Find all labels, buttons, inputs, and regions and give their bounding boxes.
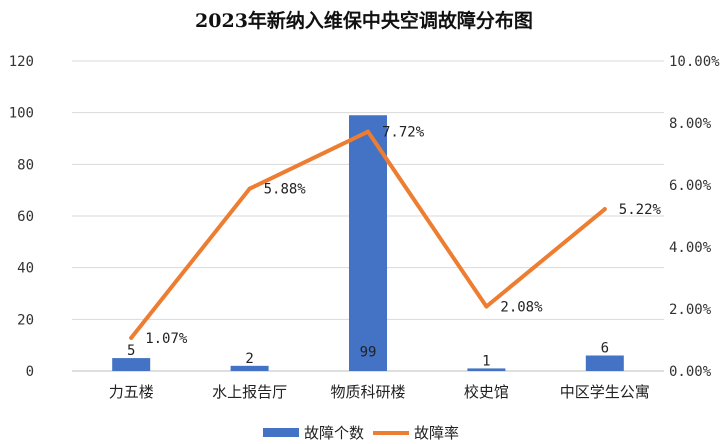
category-labels: 力五楼 水上报告厅 物质科研楼 校史馆 中区学生公寓 <box>109 383 650 401</box>
right-tick-label: 6.00% <box>669 178 712 194</box>
line-series: 1.07% 5.88% 7.72% 2.08% 5.22% <box>129 125 662 347</box>
legend[interactable]: 故障个数 故障率 <box>263 424 459 442</box>
left-tick-label: 60 <box>17 209 34 225</box>
bar[interactable] <box>230 365 269 371</box>
bar[interactable] <box>467 368 506 371</box>
line-data-label: 7.72% <box>382 125 425 141</box>
bar-data-label: 5 <box>127 343 135 359</box>
right-tick-label: 0.00% <box>669 364 712 380</box>
category-label: 中区学生公寓 <box>560 383 650 401</box>
line-data-label: 2.08% <box>500 300 543 316</box>
left-tick-label: 120 <box>9 54 34 70</box>
line-point[interactable] <box>484 304 489 309</box>
legend-bar-swatch <box>263 428 299 437</box>
right-tick-label: 4.00% <box>669 240 712 256</box>
category-label: 力五楼 <box>109 383 154 401</box>
category-label: 校史馆 <box>464 383 509 401</box>
bar-data-label: 1 <box>482 353 490 369</box>
line-point[interactable] <box>247 186 252 191</box>
line-point[interactable] <box>602 207 607 212</box>
bar[interactable] <box>585 355 624 372</box>
line-point[interactable] <box>129 335 134 340</box>
category-label: 物质科研楼 <box>330 383 405 401</box>
chart-title: 2023年新纳入维保中央空调故障分布图 <box>195 9 533 32</box>
legend-line-label: 故障率 <box>414 424 459 442</box>
line-point[interactable] <box>366 129 370 134</box>
bar-data-label: 2 <box>245 351 253 367</box>
line-data-label: 1.07% <box>145 331 188 347</box>
bar-data-label: 6 <box>601 341 609 357</box>
bar-series: 5 2 99 1 6 <box>112 115 624 371</box>
right-axis-ticks: 0.00% 2.00% 4.00% 6.00% 8.00% 10.00% <box>669 54 720 380</box>
bar[interactable] <box>112 358 151 371</box>
left-tick-label: 40 <box>17 261 34 277</box>
bar[interactable] <box>349 115 387 371</box>
left-tick-label: 80 <box>17 157 34 173</box>
line-data-label: 5.88% <box>264 182 307 198</box>
legend-bar-label: 故障个数 <box>304 424 364 442</box>
right-tick-label: 10.00% <box>669 54 720 70</box>
left-tick-label: 20 <box>17 312 34 328</box>
left-axis-ticks: 0 20 40 60 80 100 120 <box>9 54 34 380</box>
bar-data-label: 99 <box>360 344 377 360</box>
right-tick-label: 8.00% <box>669 116 712 132</box>
category-label: 水上报告厅 <box>212 383 287 401</box>
left-tick-label: 0 <box>26 364 34 380</box>
left-tick-label: 100 <box>9 106 34 122</box>
right-tick-label: 2.00% <box>669 302 712 318</box>
line-data-label: 5.22% <box>619 202 662 218</box>
